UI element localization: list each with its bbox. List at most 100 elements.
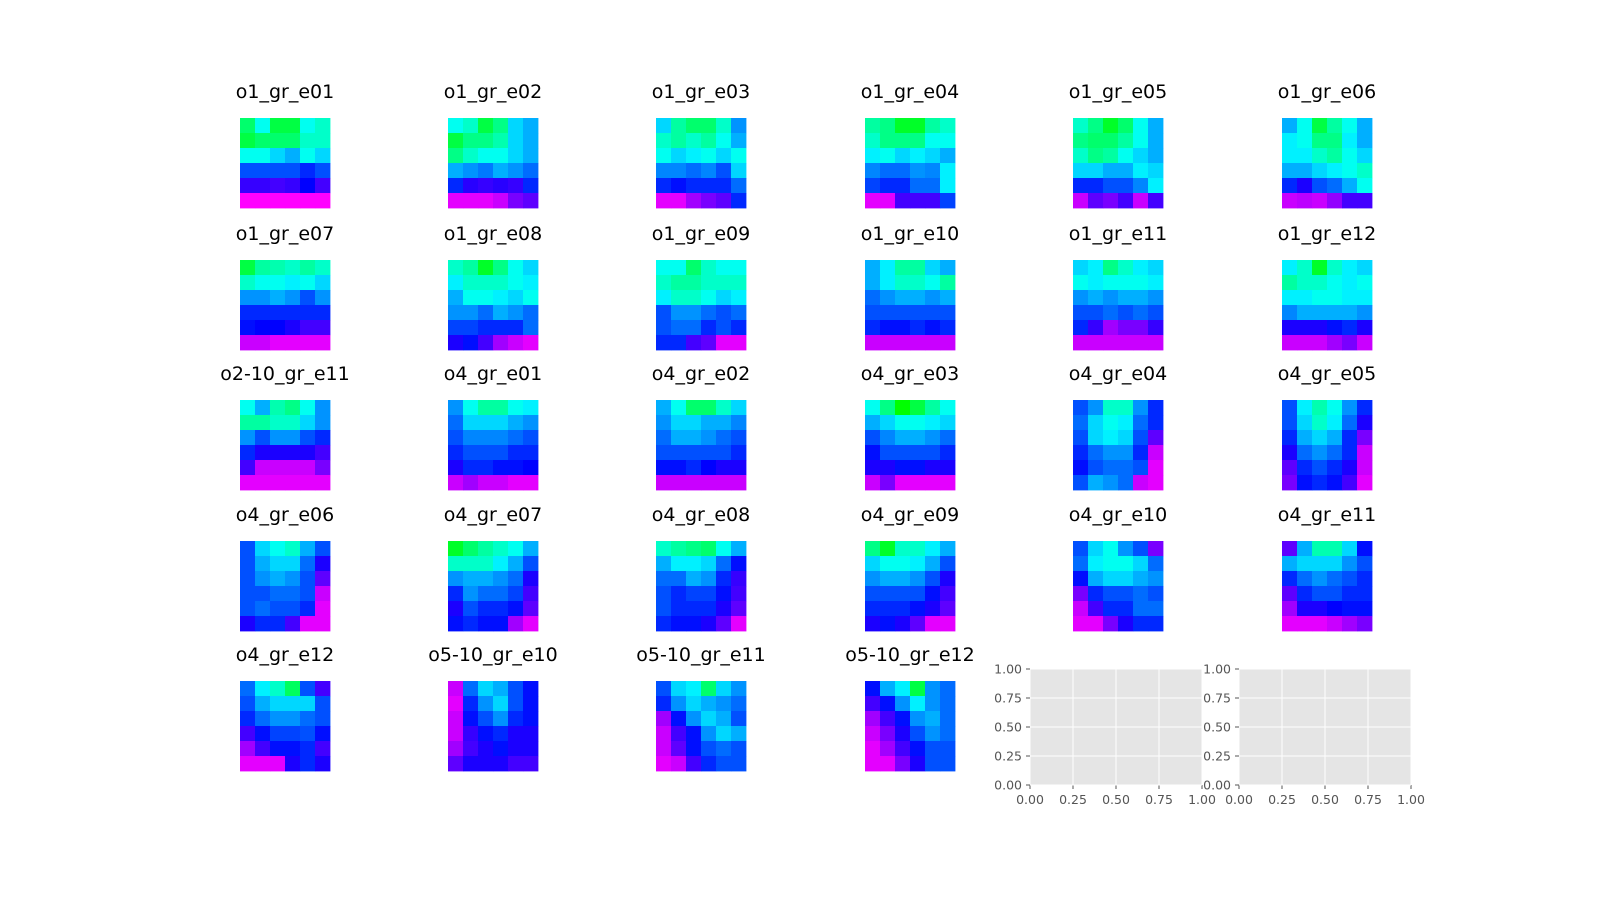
heatmap-cell: [523, 400, 539, 416]
heatmap-cell: [940, 415, 956, 431]
heatmap-cell: [300, 305, 316, 321]
heatmap-cell: [731, 475, 747, 491]
heatmap-cell: [1327, 430, 1343, 446]
heatmap-cell: [1073, 163, 1089, 179]
heatmap-cell: [478, 711, 494, 727]
heatmap-cell: [656, 586, 672, 602]
heatmap-cell: [448, 260, 464, 276]
heatmap-cell: [716, 556, 732, 572]
heatmap-cell: [1118, 275, 1134, 291]
heatmap-cell: [240, 696, 256, 712]
heatmap-cell: [701, 711, 717, 727]
heatmap-cell: [1088, 133, 1104, 149]
panel-title: o1_gr_e03: [652, 81, 750, 103]
heatmap-cell: [1148, 445, 1164, 461]
heatmap-cell: [925, 290, 941, 306]
heatmap-cell: [910, 320, 926, 336]
heatmap-cell: [1342, 586, 1358, 602]
heatmap-cell: [1088, 415, 1104, 431]
heatmap-cell: [880, 696, 896, 712]
heatmap-cell: [1282, 118, 1298, 134]
heatmap-cell: [895, 445, 911, 461]
heatmap-cell: [910, 541, 926, 557]
heatmap-cell: [1297, 193, 1313, 209]
heatmap-cell: [508, 681, 524, 697]
heatmap-cell: [1148, 430, 1164, 446]
heatmap-cell: [300, 118, 316, 134]
heatmap-panel: o4_gr_e10: [1069, 504, 1167, 632]
heatmap-cell: [895, 260, 911, 276]
heatmap-cell: [671, 133, 687, 149]
heatmap-cell: [686, 711, 702, 727]
heatmap-cell: [270, 335, 286, 351]
heatmap-cell: [1342, 290, 1358, 306]
heatmap-cell: [1103, 601, 1119, 617]
heatmap-cell: [910, 335, 926, 351]
heatmap-cell: [865, 305, 881, 321]
heatmap-cell: [493, 275, 509, 291]
heatmap-cell: [315, 290, 331, 306]
heatmap-cell: [1133, 541, 1149, 557]
heatmap-cell: [910, 260, 926, 276]
heatmap-cell: [300, 460, 316, 476]
heatmap-cell: [448, 756, 464, 772]
heatmap-cell: [716, 726, 732, 742]
heatmap-cell: [448, 586, 464, 602]
heatmap-cell: [1073, 335, 1089, 351]
heatmap-cell: [716, 586, 732, 602]
heatmap-cell: [731, 445, 747, 461]
heatmap-cell: [925, 305, 941, 321]
heatmap-cell: [1088, 335, 1104, 351]
heatmap-cell: [910, 616, 926, 632]
heatmap-cell: [240, 290, 256, 306]
heatmap-cell: [1133, 275, 1149, 291]
heatmap-cell: [895, 148, 911, 164]
heatmap-cell: [315, 741, 331, 757]
heatmap-cell: [523, 711, 539, 727]
heatmap-cell: [1297, 601, 1313, 617]
heatmap-cell: [656, 556, 672, 572]
heatmap-cell: [940, 148, 956, 164]
heatmap-cell: [1088, 460, 1104, 476]
heatmap-cell: [880, 400, 896, 416]
heatmap-cell: [285, 681, 301, 697]
heatmap-cell: [1133, 601, 1149, 617]
heatmap-cell: [523, 475, 539, 491]
heatmap-cell: [895, 400, 911, 416]
heatmap-cell: [1133, 556, 1149, 572]
heatmap-cell: [240, 430, 256, 446]
heatmap-cell: [895, 415, 911, 431]
heatmap-cell: [1297, 571, 1313, 587]
heatmap-cell: [1118, 460, 1134, 476]
heatmap-cell: [240, 741, 256, 757]
heatmap-cell: [285, 163, 301, 179]
heatmap-cell: [315, 445, 331, 461]
heatmap-cell: [493, 756, 509, 772]
panel-title: o1_gr_e05: [1069, 81, 1167, 103]
heatmap-cell: [1297, 260, 1313, 276]
y-tick-label: 0.50: [994, 720, 1022, 735]
heatmap-cell: [880, 193, 896, 209]
heatmap-cell: [910, 118, 926, 134]
heatmap-cell: [1342, 601, 1358, 617]
heatmap-panel: o5-10_gr_e10: [428, 644, 558, 772]
heatmap-cell: [865, 556, 881, 572]
heatmap-cell: [1297, 400, 1313, 416]
heatmap-cell: [940, 726, 956, 742]
panel-title: o4_gr_e04: [1069, 363, 1167, 385]
heatmap-cell: [270, 133, 286, 149]
heatmap-cell: [716, 335, 732, 351]
heatmap-cell: [1357, 148, 1373, 164]
heatmap-cell: [1327, 335, 1343, 351]
heatmap-cell: [1103, 163, 1119, 179]
heatmap-cell: [1342, 260, 1358, 276]
heatmap-cell: [671, 275, 687, 291]
heatmap-cell: [508, 571, 524, 587]
y-tick-label: 0.75: [1203, 691, 1231, 706]
heatmap-cell: [925, 400, 941, 416]
heatmap-cell: [1297, 275, 1313, 291]
heatmap-cell: [463, 571, 479, 587]
heatmap-cell: [895, 460, 911, 476]
heatmap-cell: [671, 163, 687, 179]
heatmap-cell: [1133, 178, 1149, 194]
